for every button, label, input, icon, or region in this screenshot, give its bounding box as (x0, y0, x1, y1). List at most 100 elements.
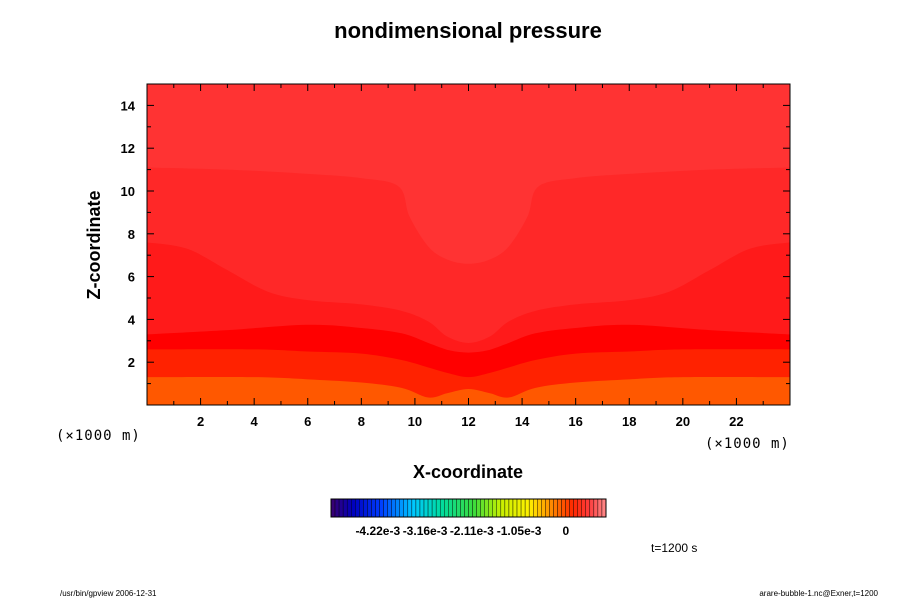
colorbar-cell (375, 498, 380, 518)
colorbar-cell (342, 498, 348, 518)
colorbar-cell (330, 498, 336, 518)
colorbar-cell (577, 498, 582, 518)
colorbar-cell (516, 498, 522, 518)
colorbar-cell (589, 498, 595, 518)
colorbar-cell (452, 498, 457, 518)
colorbar-cell (355, 498, 360, 518)
colorbar-cell (468, 498, 473, 518)
chart-title: nondimensional pressure (334, 18, 602, 43)
colorbar-frame (330, 498, 607, 518)
colorbar-cell (553, 498, 558, 518)
colorbar-cell (500, 498, 506, 518)
x-tick-label: 8 (358, 414, 365, 429)
x-tick-label: 18 (622, 414, 636, 429)
colorbar-cell (435, 498, 441, 518)
colorbar-cell (363, 498, 368, 518)
y-tick-label: 4 (128, 312, 136, 327)
colorbar-tick-label: 0 (563, 524, 570, 538)
pressure-field (147, 84, 790, 405)
colorbar-cell (593, 498, 599, 518)
colorbar-cell (359, 498, 364, 518)
y-tick-label: 10 (121, 184, 135, 199)
x-tick-label: 14 (515, 414, 530, 429)
colorbar-tick-label: -1.05e-3 (497, 524, 542, 538)
colorbar-cell (488, 498, 493, 518)
colorbar-tick-labels: -4.22e-3 -3.16e-3 -2.11e-3 -1.05e-3 0 (355, 524, 569, 538)
colorbar-cell (431, 498, 437, 518)
colorbar-cell (528, 498, 534, 518)
colorbar-cell (411, 498, 417, 518)
colorbar-tick-label: -4.22e-3 (355, 524, 400, 538)
colorbar-cell (545, 498, 550, 518)
x-tick-label: 6 (304, 414, 311, 429)
colorbar-cell (549, 498, 554, 518)
footer-left: /usr/bin/gpview 2006-12-31 (60, 589, 157, 598)
contour-band-5 (147, 84, 790, 264)
colorbar-tick-label: -3.16e-3 (403, 524, 448, 538)
colorbar-cell (537, 498, 542, 518)
colorbar-cell (476, 498, 481, 518)
colorbar-cell (419, 498, 425, 518)
y-axis-unit: (×1000 m) (56, 428, 141, 444)
y-tick-label: 2 (128, 355, 135, 370)
colorbar-cell (569, 498, 574, 518)
colorbar-cell (541, 498, 546, 518)
colorbar-cell (585, 498, 591, 518)
colorbar-cell (512, 498, 518, 518)
colorbar-cell (565, 498, 570, 518)
x-tick-label: 16 (568, 414, 582, 429)
colorbar-cell (346, 498, 352, 518)
x-tick-label: 12 (461, 414, 475, 429)
time-label: t=1200 s (651, 541, 697, 555)
colorbar-cell (464, 498, 469, 518)
colorbar-cell (351, 498, 356, 518)
colorbar-cell (383, 498, 388, 518)
plot-area (146, 83, 791, 406)
colorbar-cell (395, 498, 400, 518)
colorbar-cell (448, 498, 453, 518)
x-tick-label: 22 (729, 414, 743, 429)
bubble-anomaly (455, 310, 482, 337)
y-tick-label: 12 (121, 141, 135, 156)
x-axis-unit: (×1000 m) (705, 436, 790, 452)
x-tick-label: 20 (676, 414, 690, 429)
colorbar-cell (423, 498, 429, 518)
colorbar-cell (415, 498, 421, 518)
colorbar-cell (533, 498, 538, 518)
y-axis-label: Z-coordinate (84, 190, 104, 299)
colorbar-cell (492, 498, 498, 518)
x-tick-label: 10 (408, 414, 422, 429)
colorbar-cell (504, 498, 510, 518)
colorbar-cell (581, 498, 586, 518)
colorbar-cell (399, 498, 404, 518)
colorbar-cell (403, 498, 409, 518)
colorbar-cell (444, 498, 449, 518)
y-tick-label: 6 (128, 270, 135, 285)
x-axis-label: X-coordinate (413, 462, 523, 482)
colorbar-cell (391, 498, 396, 518)
colorbar-cell (334, 498, 340, 518)
colorbar-cell (573, 498, 578, 518)
colorbar-cell (484, 498, 489, 518)
colorbar-cell (524, 498, 530, 518)
colorbar-tick-label: -2.11e-3 (450, 524, 494, 538)
colorbar-cell (557, 498, 562, 518)
colorbar-cell (601, 498, 607, 518)
colorbar-cell (439, 498, 445, 518)
colorbar-cell (371, 498, 376, 518)
colorbar-cell (407, 498, 413, 518)
colorbar-cell (520, 498, 526, 518)
colorbar-cell (456, 498, 461, 518)
colorbar-cell (367, 498, 372, 518)
colorbar-cell (460, 498, 465, 518)
colorbar-cell (508, 498, 514, 518)
colorbar-cell (379, 498, 384, 518)
footer-right: arare-bubble-1.nc@Exner,t=1200 (759, 589, 878, 598)
x-axis-ticks: 2 4 6 8 10 12 14 16 18 20 22 (146, 84, 791, 429)
colorbar-cell (338, 498, 344, 518)
x-tick-label: 4 (251, 414, 259, 429)
colorbar-cell (427, 498, 433, 518)
colorbar-cell (480, 498, 485, 518)
y-axis-ticks: 2 4 6 8 10 12 14 (121, 83, 790, 406)
